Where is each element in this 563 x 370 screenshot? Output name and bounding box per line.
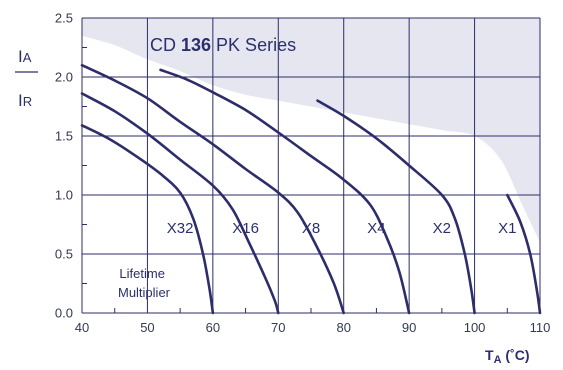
x-tick-label-70: 70 (271, 320, 285, 335)
curve-label-x2: X2 (433, 220, 451, 237)
curve-x4 (159, 68, 411, 315)
y-tick-label-0.5: 0.5 (55, 247, 73, 262)
y-tick-label-2.5: 2.5 (55, 11, 73, 26)
curve-x1 (506, 193, 542, 315)
y-tick-label-0.0: 0.0 (55, 306, 73, 321)
y-axis-label-numerator: IA (18, 47, 32, 66)
x-tick-label-50: 50 (140, 320, 154, 335)
curve-label-x1: X1 (498, 220, 516, 237)
curve-layer (80, 63, 542, 315)
y-tick-label-1.5: 1.5 (55, 129, 73, 144)
grid-layer (81, 17, 541, 314)
x-tick-label-40: 40 (75, 320, 89, 335)
y-axis-label: IA IR (15, 47, 38, 110)
curve-label-x4: X4 (367, 220, 385, 237)
curve-x8 (80, 63, 345, 315)
curve-x2 (316, 99, 476, 315)
shaded-region (82, 18, 540, 243)
x-axis-label: TA (˚C) (485, 347, 530, 366)
curve-label-layer: X32 X16 X8 X4 X2 X1 (167, 220, 517, 237)
curve-label-x16: X16 (232, 220, 259, 237)
curve-label-x8: X8 (302, 220, 320, 237)
lifetime-multiplier-note: Lifetime Multiplier (118, 266, 171, 300)
x-tick-label-100: 100 (464, 320, 486, 335)
note-line-2: Multiplier (118, 285, 171, 300)
shaded-region-layer (82, 18, 540, 243)
chart-title: CD 136 PK Series (150, 35, 296, 55)
y-axis-label-denominator: IR (18, 91, 32, 110)
curve-x32 (80, 124, 215, 315)
x-tick-label-90: 90 (402, 320, 416, 335)
x-tick-label-110: 110 (530, 320, 551, 335)
curve-label-x32: X32 (167, 220, 194, 237)
note-line-1: Lifetime (119, 266, 165, 281)
x-tick-label-60: 60 (206, 320, 220, 335)
curve-x16 (80, 92, 280, 315)
x-tick-label-80: 80 (336, 320, 350, 335)
y-tick-label-1.0: 1.0 (55, 188, 73, 203)
tick-label-layer: 40 50 60 70 80 90 100 110 0.0 0.5 1.0 1.5 2.0 2.5 (55, 11, 550, 336)
y-tick-label-2.0: 2.0 (55, 70, 73, 85)
